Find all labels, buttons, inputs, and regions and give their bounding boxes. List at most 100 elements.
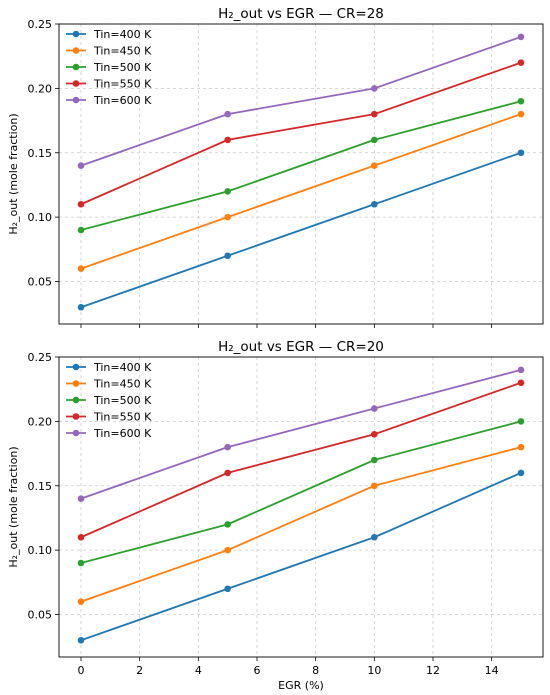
series-line [80,151,522,309]
axis-ticks: 0 2 4 6 8 10 12 14 0.05 0.10 0.15 0.20 0.25 [28,351,499,677]
legend-swatch-marker [72,363,80,371]
legend-label: Tin=500 K [93,61,152,74]
data-point [371,162,378,169]
y-tick-label: 0.15 [28,480,53,493]
y-tick-label: 0.20 [28,82,53,95]
data-point [77,226,85,234]
x-tick-label: 4 [195,664,202,677]
legend-swatch-marker [72,30,80,38]
legend-label: Tin=450 K [93,45,152,58]
legend-label: Tin=600 K [93,427,152,440]
legend-swatch-marker [72,47,80,54]
data-point [224,521,231,528]
data-point [517,443,525,451]
data-point [517,418,525,425]
chart-panel-cr28: H₂_out vs EGR — CR=28 H₂_out (mole fract… [7,6,544,328]
x-tick-label: 10 [367,664,381,677]
series-line [80,446,522,603]
y-axis-label: H₂_out (mole fraction) [7,446,20,567]
y-tick-label: 0.25 [28,351,53,364]
data-point [224,188,231,195]
legend: Tin=400 K Tin=450 K Tin=500 K Tin=550 K Tin=… [66,361,152,440]
x-tick-label: 6 [254,664,261,677]
data-point [517,366,525,374]
legend-swatch-marker [72,63,80,71]
data-point [517,469,525,477]
legend-label: Tin=400 K [93,361,152,374]
legend-swatch-marker [72,96,80,104]
axis-ticks: 0.05 0.10 0.15 0.20 0.25 [28,18,493,328]
legend: Tin=400 K Tin=450 K Tin=500 K Tin=550 K Tin=… [66,28,152,107]
data-point [224,252,231,260]
data-point [517,379,525,387]
series-line [80,100,522,231]
data-point [517,33,525,41]
data-point [371,200,378,208]
y-tick-label: 0.10 [28,211,53,224]
legend-label: Tin=500 K [93,394,152,407]
data-point [77,598,85,605]
data-point [77,200,85,208]
legend-swatch-marker [72,380,80,387]
data-point [371,136,378,144]
legend-swatch-marker [72,396,80,404]
data-point [517,110,525,118]
data-point [517,59,525,66]
data-point [371,482,378,490]
data-point [224,443,231,451]
x-tick-label: 2 [136,664,143,677]
x-axis-label: EGR (%) [278,679,324,692]
legend-label: Tin=600 K [93,94,152,107]
data-point [77,636,85,644]
data-point [77,495,85,502]
legend-label: Tin=550 K [93,78,152,91]
series-lines [77,366,525,644]
data-point [224,213,231,221]
data-point [371,405,378,412]
series-lines [77,33,525,311]
series-line [80,369,522,500]
chart-panel-cr20: H₂_out vs EGR — CR=20 H₂_out (mole fract… [7,339,544,692]
y-tick-label: 0.10 [28,544,53,557]
data-point [371,533,378,541]
data-point [224,585,231,593]
data-point [77,162,85,169]
data-point [371,110,378,118]
series-line [80,61,522,206]
x-tick-label: 8 [312,664,319,677]
plot-frame [58,23,544,325]
data-point [77,265,85,272]
legend-swatch-marker [72,80,80,87]
data-point [371,430,378,438]
x-tick-label: 0 [78,664,85,677]
y-tick-label: 0.05 [28,276,53,289]
data-point [371,85,378,92]
y-tick-label: 0.15 [28,147,53,160]
series-line [80,36,522,167]
data-point [371,456,378,464]
y-tick-label: 0.05 [28,609,53,622]
y-tick-label: 0.20 [28,415,53,428]
chart-title: H₂_out vs EGR — CR=28 [218,6,384,22]
plot-frame [58,356,544,658]
data-point [224,136,231,144]
series-line [80,420,522,564]
data-point [224,110,231,118]
data-point [77,559,85,567]
data-point [77,533,85,541]
legend-swatch-marker [72,413,80,420]
series-line [80,113,522,270]
data-point [224,546,231,554]
series-line [80,472,522,642]
x-tick-label: 14 [485,664,499,677]
x-tick-label: 12 [426,664,440,677]
legend-label: Tin=550 K [93,411,152,424]
y-tick-label: 0.25 [28,18,53,31]
legend-label: Tin=400 K [93,28,152,41]
legend-swatch-marker [72,429,80,437]
data-point [517,149,525,157]
legend-label: Tin=450 K [93,378,152,391]
data-point [517,97,525,105]
data-point [224,469,231,477]
